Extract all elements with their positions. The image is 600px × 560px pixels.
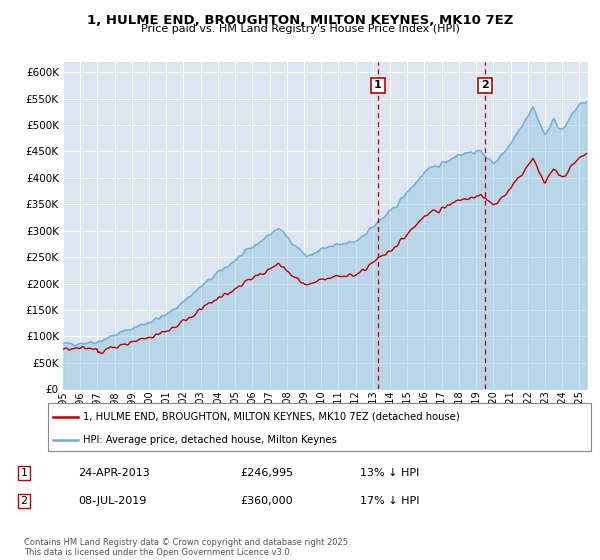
Text: 2: 2 xyxy=(20,496,28,506)
Text: £360,000: £360,000 xyxy=(240,496,293,506)
Text: Price paid vs. HM Land Registry's House Price Index (HPI): Price paid vs. HM Land Registry's House … xyxy=(140,24,460,34)
Text: 1: 1 xyxy=(374,81,382,90)
Text: 2: 2 xyxy=(481,81,489,90)
Text: £246,995: £246,995 xyxy=(240,468,293,478)
Text: 1, HULME END, BROUGHTON, MILTON KEYNES, MK10 7EZ (detached house): 1, HULME END, BROUGHTON, MILTON KEYNES, … xyxy=(83,412,460,422)
Text: 1: 1 xyxy=(20,468,28,478)
Text: 24-APR-2013: 24-APR-2013 xyxy=(78,468,150,478)
Text: Contains HM Land Registry data © Crown copyright and database right 2025.
This d: Contains HM Land Registry data © Crown c… xyxy=(24,538,350,557)
Text: 08-JUL-2019: 08-JUL-2019 xyxy=(78,496,146,506)
Text: 13% ↓ HPI: 13% ↓ HPI xyxy=(360,468,419,478)
FancyBboxPatch shape xyxy=(48,403,591,451)
Text: 1, HULME END, BROUGHTON, MILTON KEYNES, MK10 7EZ: 1, HULME END, BROUGHTON, MILTON KEYNES, … xyxy=(87,14,513,27)
Text: 17% ↓ HPI: 17% ↓ HPI xyxy=(360,496,419,506)
Text: HPI: Average price, detached house, Milton Keynes: HPI: Average price, detached house, Milt… xyxy=(83,435,337,445)
